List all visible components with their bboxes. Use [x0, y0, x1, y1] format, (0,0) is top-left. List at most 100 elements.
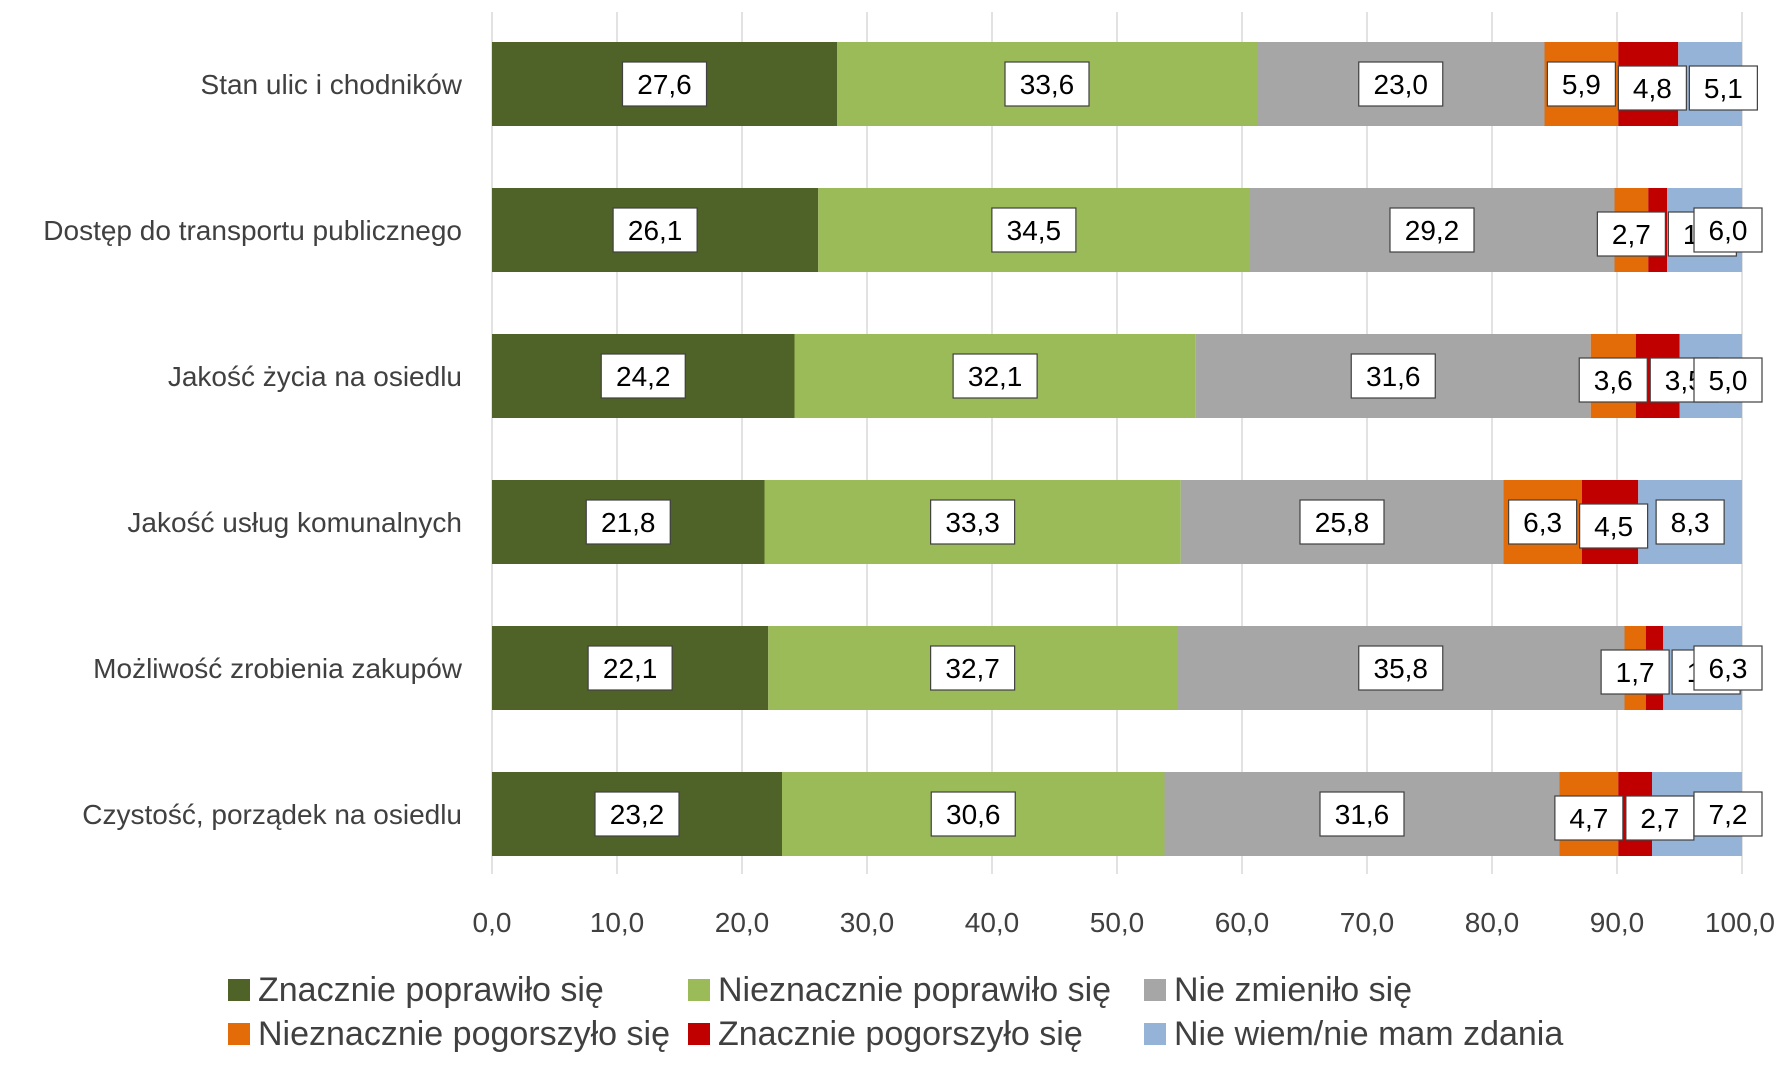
category-label: Dostęp do transportu publicznego — [43, 215, 462, 246]
x-tick-label: 0,0 — [473, 907, 512, 938]
data-label: 21,8 — [601, 507, 656, 538]
data-label: 6,3 — [1523, 507, 1562, 538]
data-label-box — [1299, 499, 1385, 545]
data-label: 5,9 — [1562, 69, 1601, 100]
legend-label: Znacznie pogorszyło się — [718, 1014, 1083, 1053]
data-label-box — [1600, 649, 1670, 695]
legend-row-2: Nieznacznie pogorszyło się Znacznie pogo… — [228, 1012, 1768, 1056]
x-tick-label: 10,0 — [590, 907, 645, 938]
category-label: Czystość, porządek na osiedlu — [82, 799, 462, 830]
data-label: 33,6 — [1020, 69, 1075, 100]
legend-item: Nie wiem/nie mam zdania — [1144, 1015, 1563, 1054]
legend-label: Nieznacznie pogorszyło się — [258, 1014, 670, 1053]
legend-item: Znacznie pogorszyło się — [688, 1015, 1144, 1054]
data-label-box — [1358, 645, 1444, 691]
data-label: 35,8 — [1374, 653, 1429, 684]
x-tick-label: 40,0 — [965, 907, 1020, 938]
legend-swatch — [1144, 979, 1166, 1001]
data-label: 7,2 — [1709, 799, 1748, 830]
data-label-box — [1693, 207, 1763, 253]
data-label-box — [1688, 65, 1758, 111]
data-label: 24,2 — [616, 361, 671, 392]
x-tick-label: 100,0 — [1705, 907, 1775, 938]
category-label: Stan ulic i chodników — [201, 69, 463, 100]
x-tick-label: 90,0 — [1590, 907, 1645, 938]
data-label-box — [1554, 795, 1624, 841]
data-label-box — [1655, 499, 1725, 545]
data-label-box — [1617, 65, 1687, 111]
data-label-box — [930, 645, 1016, 691]
data-label: 29,2 — [1405, 215, 1460, 246]
data-label-box — [1625, 795, 1695, 841]
category-label: Jakość usług komunalnych — [127, 507, 462, 538]
data-label-box — [1508, 499, 1578, 545]
data-label-box — [1004, 61, 1090, 107]
data-label: 4,5 — [1594, 511, 1633, 542]
data-label-box — [1596, 211, 1666, 257]
data-label: 27,6 — [637, 69, 692, 100]
data-label-box — [1693, 357, 1763, 403]
legend-swatch — [228, 979, 250, 1001]
legend-label: Znacznie poprawiło się — [258, 970, 604, 1009]
data-label: 3,6 — [1594, 365, 1633, 396]
data-label: 23,2 — [610, 799, 665, 830]
data-label: 4,8 — [1633, 73, 1672, 104]
data-label: 25,8 — [1315, 507, 1370, 538]
data-label: 31,6 — [1366, 361, 1421, 392]
x-tick-label: 70,0 — [1340, 907, 1395, 938]
data-label-box — [1319, 791, 1405, 837]
data-label: 33,3 — [945, 507, 1000, 538]
data-label: 23,0 — [1374, 69, 1429, 100]
data-label-box — [1389, 207, 1475, 253]
data-label: 1,7 — [1616, 657, 1655, 688]
data-label-box — [594, 791, 680, 837]
data-label-box — [1578, 357, 1648, 403]
category-label: Jakość życia na osiedlu — [168, 361, 462, 392]
x-tick-label: 20,0 — [715, 907, 770, 938]
legend-swatch — [688, 1023, 710, 1045]
legend-item: Nieznacznie pogorszyło się — [228, 1015, 688, 1054]
data-label-box — [930, 499, 1016, 545]
data-label: 32,7 — [945, 653, 1000, 684]
legend-item: Nie zmieniło się — [1144, 971, 1412, 1010]
chart-svg: Stan ulic i chodników Dostęp do transport… — [43, 12, 1775, 938]
data-label-box — [1693, 645, 1763, 691]
data-label-box — [585, 499, 671, 545]
data-label: 2,7 — [1612, 219, 1651, 250]
data-label-box — [621, 61, 708, 107]
data-label-box — [952, 353, 1038, 399]
x-tick-label: 30,0 — [840, 907, 895, 938]
x-tick-label: 60,0 — [1215, 907, 1270, 938]
data-label-box — [1546, 61, 1616, 107]
legend-swatch — [688, 979, 710, 1001]
data-label: 30,6 — [946, 799, 1001, 830]
data-label: 8,3 — [1671, 507, 1710, 538]
data-label: 6,3 — [1709, 653, 1748, 684]
data-label: 31,6 — [1335, 799, 1390, 830]
legend-item: Znacznie poprawiło się — [228, 971, 688, 1010]
legend-row-1: Znacznie poprawiło się Nieznacznie popra… — [228, 968, 1768, 1012]
data-label-box — [587, 645, 673, 691]
legend-swatch — [228, 1023, 250, 1045]
x-tick-label: 80,0 — [1465, 907, 1520, 938]
data-label: 5,1 — [1704, 73, 1743, 104]
legend: Znacznie poprawiło się Nieznacznie popra… — [228, 968, 1768, 1056]
data-label-box — [930, 791, 1016, 837]
x-tick-label: 50,0 — [1090, 907, 1145, 938]
legend-label: Nie wiem/nie mam zdania — [1174, 1014, 1564, 1053]
legend-label: Nieznacznie poprawiło się — [718, 970, 1112, 1009]
data-label: 4,7 — [1569, 803, 1608, 834]
data-label-box — [1358, 61, 1444, 107]
data-label: 5,0 — [1709, 365, 1748, 396]
data-label: 32,1 — [968, 361, 1023, 392]
data-label-box — [1350, 353, 1436, 399]
data-label: 2,7 — [1640, 803, 1679, 834]
legend-item: Nieznacznie poprawiło się — [688, 971, 1144, 1010]
data-label-box — [1579, 503, 1649, 549]
data-label: 34,5 — [1007, 215, 1062, 246]
legend-swatch — [1144, 1023, 1166, 1045]
data-label: 26,1 — [628, 215, 683, 246]
data-label-box — [991, 207, 1077, 253]
data-label: 6,0 — [1709, 215, 1748, 246]
